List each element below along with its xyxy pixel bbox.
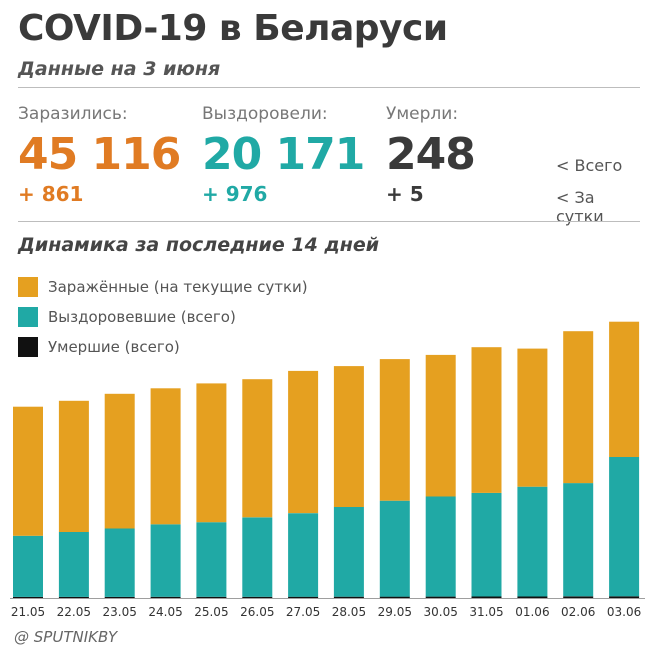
stat-deaths: Умерли: 248 + 5 <box>386 104 476 206</box>
bar-segment-03.06-s1 <box>609 457 640 597</box>
bar-segment-21.05-s1 <box>13 535 43 597</box>
bar-segment-31.05-s0 <box>471 596 502 598</box>
stat-recovered-delta: + 976 <box>202 182 268 206</box>
bar-segment-24.05-s0 <box>150 596 181 598</box>
bar-segment-29.05-s0 <box>379 596 410 598</box>
bar-segment-27.05-s2 <box>288 370 319 514</box>
stat-infected-label: Заразились: <box>18 104 128 124</box>
legend-label-recovered: Выздоровевшие (всего) <box>48 308 236 326</box>
x-tick-label: 01.06 <box>515 605 549 619</box>
bar-segment-01.06-s1 <box>517 486 548 597</box>
bar-segment-28.05-s2 <box>333 366 364 507</box>
bar-segment-27.05-s1 <box>288 513 319 597</box>
bar-segment-25.05-s0 <box>196 596 227 598</box>
stat-infected-delta: + 861 <box>18 182 84 206</box>
bar-segment-30.05-s0 <box>425 596 456 598</box>
bar-segment-23.05-s1 <box>104 528 135 597</box>
legend-swatch-infected <box>18 277 38 297</box>
bar-segment-28.05-s1 <box>333 506 364 597</box>
bar-segment-02.06-s1 <box>563 483 594 597</box>
bar-segment-23.05-s2 <box>104 393 135 529</box>
bar-segment-21.05-s2 <box>13 406 43 536</box>
source-credit: @ SPUTNIKBY <box>14 628 118 646</box>
legend-label-deaths: Умершие (всего) <box>48 338 180 356</box>
bar-segment-01.06-s2 <box>517 348 548 487</box>
legend-swatch-recovered <box>18 307 38 327</box>
stat-deaths-delta: + 5 <box>386 182 424 206</box>
bar-segment-28.05-s0 <box>333 596 364 598</box>
bar-segment-01.06-s0 <box>517 596 548 598</box>
stat-legend-total: < Всего <box>556 156 623 175</box>
x-tick-label: 30.05 <box>424 605 458 619</box>
x-tick-label: 26.05 <box>240 605 274 619</box>
x-tick-label: 23.05 <box>103 605 137 619</box>
legend-label-infected: Заражённые (на текущие сутки) <box>48 278 308 296</box>
stat-infected-total: 45 116 <box>18 129 181 180</box>
bar-segment-22.05-s1 <box>58 532 89 597</box>
bar-segment-22.05-s2 <box>58 400 89 532</box>
legend-item-deaths: Умершие (всего) <box>18 337 180 357</box>
x-tick-label: 28.05 <box>332 605 366 619</box>
bar-segment-24.05-s1 <box>150 524 181 597</box>
x-tick-label: 29.05 <box>378 605 412 619</box>
bar-segment-29.05-s2 <box>379 359 410 501</box>
bar-segment-25.05-s2 <box>196 383 227 523</box>
bar-segment-31.05-s1 <box>471 492 502 597</box>
bar-segment-27.05-s0 <box>288 596 319 598</box>
bar-segment-21.05-s0 <box>13 596 43 598</box>
page-subtitle: Данные на 3 июня <box>18 58 221 80</box>
bar-segment-25.05-s1 <box>196 522 227 597</box>
chart-section-title: Динамика за последние 14 дней <box>18 234 380 256</box>
legend-item-infected: Заражённые (на текущие сутки) <box>18 277 308 297</box>
page-title: COVID-19 в Беларуси <box>18 8 448 49</box>
stat-recovered: Выздоровели: 20 171 + 976 <box>202 104 365 206</box>
bar-segment-26.05-s1 <box>242 517 273 597</box>
bar-segment-23.05-s0 <box>104 596 135 598</box>
bar-segment-03.06-s0 <box>609 596 640 598</box>
x-tick-label: 25.05 <box>194 605 228 619</box>
divider-middle <box>18 221 640 222</box>
bar-segment-03.06-s2 <box>609 321 640 457</box>
x-tick-label: 31.05 <box>469 605 503 619</box>
legend-item-recovered: Выздоровевшие (всего) <box>18 307 236 327</box>
legend-swatch-deaths <box>18 337 38 357</box>
bar-segment-24.05-s2 <box>150 388 181 525</box>
x-tick-label: 21.05 <box>11 605 45 619</box>
stat-recovered-total: 20 171 <box>202 129 365 180</box>
x-tick-label: 24.05 <box>148 605 182 619</box>
x-tick-label: 03.06 <box>607 605 641 619</box>
stat-deaths-total: 248 <box>386 129 476 180</box>
x-tick-label: 27.05 <box>286 605 320 619</box>
stat-recovered-label: Выздоровели: <box>202 104 328 124</box>
divider-top <box>18 87 640 88</box>
stat-infected: Заразились: 45 116 + 861 <box>18 104 181 206</box>
bar-segment-02.06-s2 <box>563 331 594 484</box>
bar-segment-26.05-s2 <box>242 379 273 518</box>
bar-segment-31.05-s2 <box>471 347 502 493</box>
bar-segment-02.06-s0 <box>563 596 594 598</box>
bar-segment-26.05-s0 <box>242 596 273 598</box>
x-tick-label: 22.05 <box>57 605 91 619</box>
bar-segment-30.05-s1 <box>425 496 456 597</box>
bar-segment-29.05-s1 <box>379 500 410 597</box>
stat-deaths-label: Умерли: <box>386 104 459 124</box>
x-tick-label: 02.06 <box>561 605 595 619</box>
bar-segment-30.05-s2 <box>425 354 456 497</box>
bar-segment-22.05-s0 <box>58 596 89 598</box>
